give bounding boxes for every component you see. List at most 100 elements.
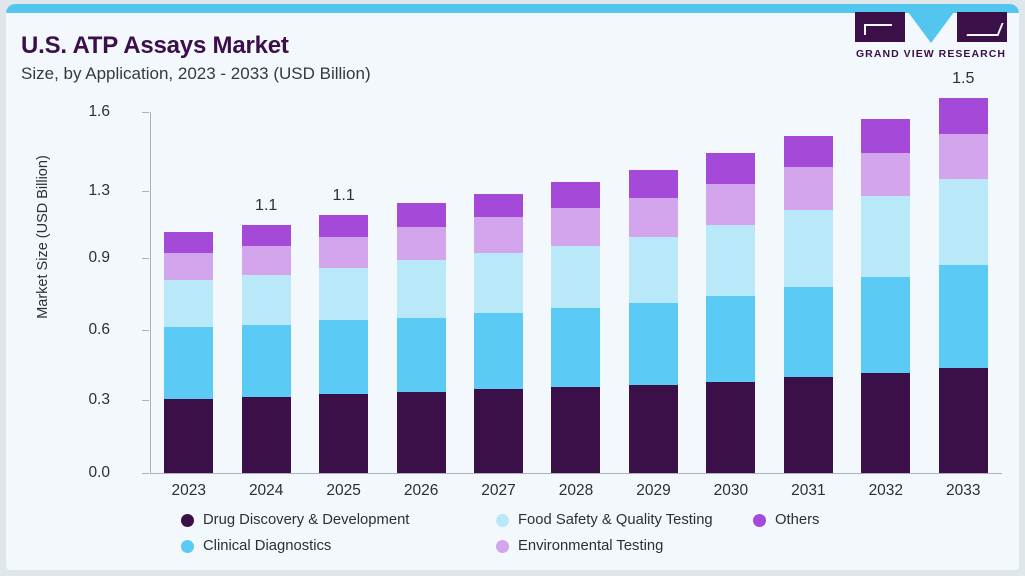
bar-segment[interactable] <box>706 382 756 473</box>
bar-segment[interactable] <box>164 231 214 254</box>
bar-segment[interactable] <box>551 308 601 387</box>
bar-segment[interactable] <box>861 119 911 153</box>
bar-segment[interactable] <box>164 253 214 280</box>
legend-item[interactable]: Drug Discovery & Development <box>181 512 409 528</box>
bar-segment[interactable] <box>241 274 291 325</box>
stacked-bar[interactable] <box>241 224 291 473</box>
x-axis-tick-label: 2025 <box>326 482 361 499</box>
bar-segment[interactable] <box>164 279 214 328</box>
stacked-bar[interactable] <box>628 169 678 473</box>
y-axis-tick-label: 0.6 <box>88 321 110 338</box>
logo-left-rect-icon <box>855 12 905 42</box>
bar-segment[interactable] <box>396 317 446 392</box>
y-axis-tick-labels: 0.0 0.3 0.6 0.9 1.3 1.6 <box>62 4 110 570</box>
bar-segment[interactable] <box>551 181 601 208</box>
bar-segment[interactable] <box>241 246 291 275</box>
bar-segment[interactable] <box>551 387 601 473</box>
legend-item[interactable]: Others <box>753 512 819 528</box>
bar-segment[interactable] <box>241 324 291 397</box>
chart-legend: Drug Discovery & Development Clinical Dia… <box>181 512 901 564</box>
bar-segment[interactable] <box>474 312 524 390</box>
bar-segment[interactable] <box>783 377 833 473</box>
y-axis-tick-label: 1.6 <box>88 103 110 120</box>
chart-header: U.S. ATP Assays Market Size, by Applicat… <box>6 20 1019 86</box>
stacked-bar[interactable] <box>861 119 911 473</box>
y-axis-tick-mark <box>142 112 149 113</box>
bar-segment[interactable] <box>706 183 756 225</box>
bar-segment[interactable] <box>628 198 678 237</box>
legend-label: Clinical Diagnostics <box>203 538 332 554</box>
bar-segment[interactable] <box>241 224 291 247</box>
bar-segment[interactable] <box>396 260 446 318</box>
legend-color-dot-icon <box>181 513 194 527</box>
bar-group[interactable]: 2029 <box>615 4 692 570</box>
bar-segment[interactable] <box>474 253 524 313</box>
bar-segment[interactable] <box>706 152 756 184</box>
logo-mark <box>855 12 1007 45</box>
stacked-bar[interactable] <box>783 136 833 473</box>
bar-group[interactable]: 2028 <box>537 4 614 570</box>
bar-group[interactable]: 1.5 2033 <box>925 4 1002 570</box>
bar-segment[interactable] <box>783 167 833 211</box>
bar-segment[interactable] <box>474 217 524 254</box>
y-axis-tick-mark <box>142 330 149 331</box>
bar-segment[interactable] <box>861 277 911 373</box>
bar-segment[interactable] <box>706 224 756 297</box>
bar-group[interactable]: 2026 <box>382 4 459 570</box>
bar-segment[interactable] <box>938 179 988 266</box>
bar-group[interactable]: 2023 <box>150 4 227 570</box>
bar-segment[interactable] <box>474 193 524 218</box>
bar-segment[interactable] <box>319 267 369 321</box>
bar-segment[interactable] <box>241 396 291 473</box>
bar-segment[interactable] <box>319 394 369 473</box>
bar-segment[interactable] <box>938 97 988 134</box>
bar-segment[interactable] <box>938 133 988 180</box>
bar-segment[interactable] <box>319 320 369 395</box>
legend-item[interactable]: Food Safety & Quality Testing <box>496 512 713 528</box>
stacked-bar[interactable] <box>706 152 756 473</box>
bar-segment[interactable] <box>628 303 678 385</box>
bar-segment[interactable] <box>319 215 369 237</box>
bar-segment[interactable] <box>783 136 833 168</box>
bar-segment[interactable] <box>164 398 214 473</box>
bar-segment[interactable] <box>628 236 678 304</box>
bar-segment[interactable] <box>396 203 446 227</box>
bar-segment[interactable] <box>551 207 601 247</box>
bar-group[interactable]: 2031 <box>770 4 847 570</box>
bar-segment[interactable] <box>861 195 911 278</box>
bar-group[interactable]: 2030 <box>692 4 769 570</box>
bar-segment[interactable] <box>164 327 214 399</box>
stacked-bar[interactable] <box>938 97 988 473</box>
stacked-bar[interactable] <box>551 181 601 473</box>
stacked-bar[interactable] <box>474 193 524 473</box>
x-axis-tick-label: 2026 <box>403 482 439 499</box>
bar-segment[interactable] <box>938 367 988 473</box>
bar-segment[interactable] <box>783 286 833 378</box>
bar-segment[interactable] <box>551 246 601 309</box>
bar-segment[interactable] <box>474 389 524 473</box>
stacked-bar[interactable] <box>319 215 369 473</box>
bar-group[interactable]: 2027 <box>460 4 537 570</box>
legend-item[interactable]: Environmental Testing <box>496 538 663 554</box>
bar-segment[interactable] <box>319 236 369 268</box>
stacked-bar[interactable] <box>164 231 214 473</box>
bar-segment[interactable] <box>861 152 911 196</box>
bar-value-label: 1.5 <box>952 69 975 87</box>
x-axis-tick-label: 2023 <box>171 482 206 499</box>
bar-group[interactable]: 1.1 2025 <box>305 4 382 570</box>
bar-segment[interactable] <box>783 210 833 287</box>
bar-group[interactable]: 2032 <box>847 4 924 570</box>
bar-segment[interactable] <box>861 372 911 473</box>
x-axis-line <box>150 473 1002 474</box>
bar-segment[interactable] <box>396 226 446 261</box>
bar-segment[interactable] <box>628 169 678 199</box>
y-axis-tick-label: 0.0 <box>88 464 110 481</box>
bar-group[interactable]: 1.1 2024 <box>227 4 304 570</box>
legend-item[interactable]: Clinical Diagnostics <box>181 538 331 554</box>
bar-segment[interactable] <box>396 391 446 473</box>
bar-segment[interactable] <box>628 384 678 473</box>
bar-segment[interactable] <box>706 296 756 383</box>
bar-segment[interactable] <box>938 265 988 368</box>
stacked-bar[interactable] <box>396 203 446 473</box>
